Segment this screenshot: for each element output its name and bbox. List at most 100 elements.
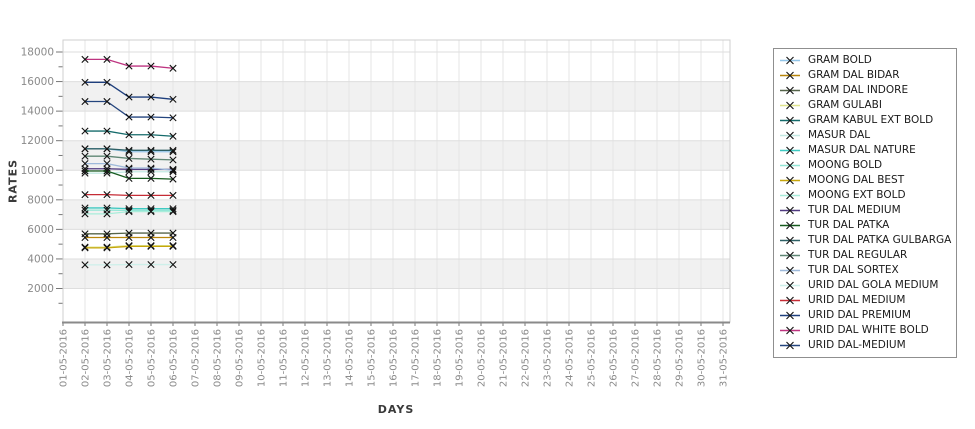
series-marker-icon	[780, 221, 800, 230]
data-point-x-marker	[169, 242, 177, 250]
x-tick-label: 15-05-2016	[367, 329, 378, 387]
legend-item: TUR DAL PATKA GULBARGA	[779, 233, 954, 248]
legend-item: TUR DAL SORTEX	[779, 263, 954, 278]
x-tick-label: 12-05-2016	[301, 329, 312, 387]
x-tick-label: 29-05-2016	[675, 329, 686, 387]
legend-label: URID DAL-MEDIUM	[808, 339, 906, 351]
series-marker-icon	[780, 116, 800, 125]
data-point-x-marker	[103, 78, 111, 86]
series-marker-icon	[780, 101, 800, 110]
data-point-x-marker	[125, 206, 133, 215]
x-tick-label: 08-05-2016	[213, 329, 224, 387]
legend-item: MASUR DAL	[779, 128, 954, 143]
x-tick-label: 18-05-2016	[433, 329, 444, 387]
legend-label: MOONG EXT BOLD	[808, 189, 906, 201]
data-point-x-marker	[169, 206, 177, 215]
legend-item: GRAM DAL INDORE	[779, 83, 954, 98]
x-tick-label: 24-05-2016	[565, 329, 576, 387]
data-point-x-marker	[147, 146, 155, 154]
x-axis-title: DAYS	[377, 403, 415, 416]
series-marker-icon	[780, 86, 800, 95]
x-tick-label: 14-05-2016	[345, 329, 356, 387]
legend-item: GRAM DAL BIDAR	[779, 68, 954, 83]
legend-item: GRAM GULABI	[779, 98, 954, 113]
y-tick-label: 6000	[27, 224, 54, 236]
chart-legend: GRAM BOLD GRAM DAL BIDAR GRAM DAL INDORE GR…	[773, 48, 957, 358]
x-tick-label: 10-05-2016	[257, 329, 268, 387]
data-point-x-marker	[125, 164, 133, 172]
series-marker-icon	[780, 191, 800, 200]
legend-item: GRAM BOLD	[779, 53, 954, 68]
series-marker-icon	[780, 341, 800, 350]
legend-label: MOONG DAL BEST	[808, 174, 905, 186]
y-tick-label: 2000	[27, 283, 54, 295]
data-point-x-marker	[169, 114, 177, 122]
legend-item: MOONG DAL BEST	[779, 173, 954, 188]
data-point-x-marker	[103, 210, 111, 218]
data-point-x-marker	[169, 146, 177, 154]
data-point-x-marker	[147, 174, 155, 182]
series-marker-icon	[780, 296, 800, 305]
y-tick-label: 4000	[27, 253, 54, 265]
x-tick-label: 31-05-2016	[719, 329, 730, 387]
data-point-x-marker	[147, 131, 155, 139]
data-point-x-marker	[81, 167, 89, 175]
x-tick-label: 20-05-2016	[477, 329, 488, 387]
legend-label: GRAM GULABI	[808, 99, 882, 111]
legend-item: MOONG BOLD	[779, 158, 954, 173]
x-tick-label: 27-05-2016	[631, 329, 642, 387]
series-marker-icon	[780, 56, 800, 65]
data-point-x-marker	[147, 93, 155, 101]
series-marker-icon	[780, 71, 800, 80]
data-point-x-marker	[103, 261, 111, 269]
y-axis-title: RATES	[6, 158, 20, 204]
data-point-x-marker	[125, 146, 133, 154]
data-point-x-marker	[147, 62, 155, 70]
x-tick-label: 11-05-2016	[279, 329, 290, 387]
legend-label: TUR DAL REGULAR	[808, 249, 908, 261]
series-marker-icon	[780, 266, 800, 275]
x-tick-label: 17-05-2016	[411, 329, 422, 387]
x-tick-label: 03-05-2016	[103, 329, 114, 387]
series-marker-icon	[780, 146, 800, 155]
x-tick-label: 21-05-2016	[499, 329, 510, 387]
data-point-x-marker	[125, 131, 133, 139]
data-point-x-marker	[81, 152, 89, 160]
legend-label: MASUR DAL NATURE	[808, 144, 916, 156]
data-point-x-marker	[169, 148, 177, 156]
data-point-x-marker	[169, 64, 177, 72]
data-point-x-marker	[147, 229, 155, 237]
series-marker-icon	[780, 251, 800, 260]
series-marker-icon	[780, 281, 800, 290]
series-marker-icon	[780, 326, 800, 335]
data-point-x-marker	[125, 113, 133, 121]
series-marker-icon	[780, 206, 800, 215]
y-tick-label: 14000	[21, 106, 54, 118]
data-point-x-marker	[169, 229, 177, 237]
data-point-x-marker	[103, 97, 111, 106]
data-point-x-marker	[125, 154, 133, 163]
data-point-x-marker	[147, 191, 155, 199]
series-marker-icon	[780, 311, 800, 320]
data-point-x-marker	[147, 113, 155, 121]
data-point-x-marker	[147, 208, 155, 216]
legend-label: GRAM BOLD	[808, 54, 872, 66]
data-point-x-marker	[81, 55, 89, 63]
legend-label: TUR DAL SORTEX	[808, 264, 899, 276]
data-point-x-marker	[125, 191, 133, 199]
x-tick-label: 09-05-2016	[235, 329, 246, 387]
legend-item: TUR DAL MEDIUM	[779, 203, 954, 218]
data-point-x-marker	[81, 145, 89, 153]
x-tick-label: 25-05-2016	[587, 329, 598, 387]
data-point-x-marker	[169, 165, 177, 173]
y-tick-label: 18000	[21, 47, 54, 59]
data-point-x-marker	[81, 191, 89, 199]
series-marker-icon	[780, 236, 800, 245]
legend-label: URID DAL MEDIUM	[808, 294, 906, 306]
legend-label: GRAM DAL INDORE	[808, 84, 909, 96]
data-point-x-marker	[169, 208, 177, 216]
legend-label: URID DAL GOLA MEDIUM	[808, 279, 939, 291]
x-tick-label: 19-05-2016	[455, 329, 466, 387]
legend-item: TUR DAL PATKA	[779, 218, 954, 233]
data-point-x-marker	[147, 148, 155, 156]
